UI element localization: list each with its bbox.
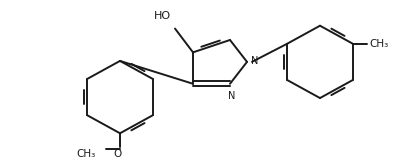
- Text: CH₃: CH₃: [77, 149, 96, 160]
- Text: N: N: [250, 56, 258, 66]
- Text: CH₃: CH₃: [368, 39, 387, 49]
- Text: N: N: [228, 91, 235, 101]
- Text: HO: HO: [154, 11, 170, 21]
- Text: O: O: [113, 149, 122, 160]
